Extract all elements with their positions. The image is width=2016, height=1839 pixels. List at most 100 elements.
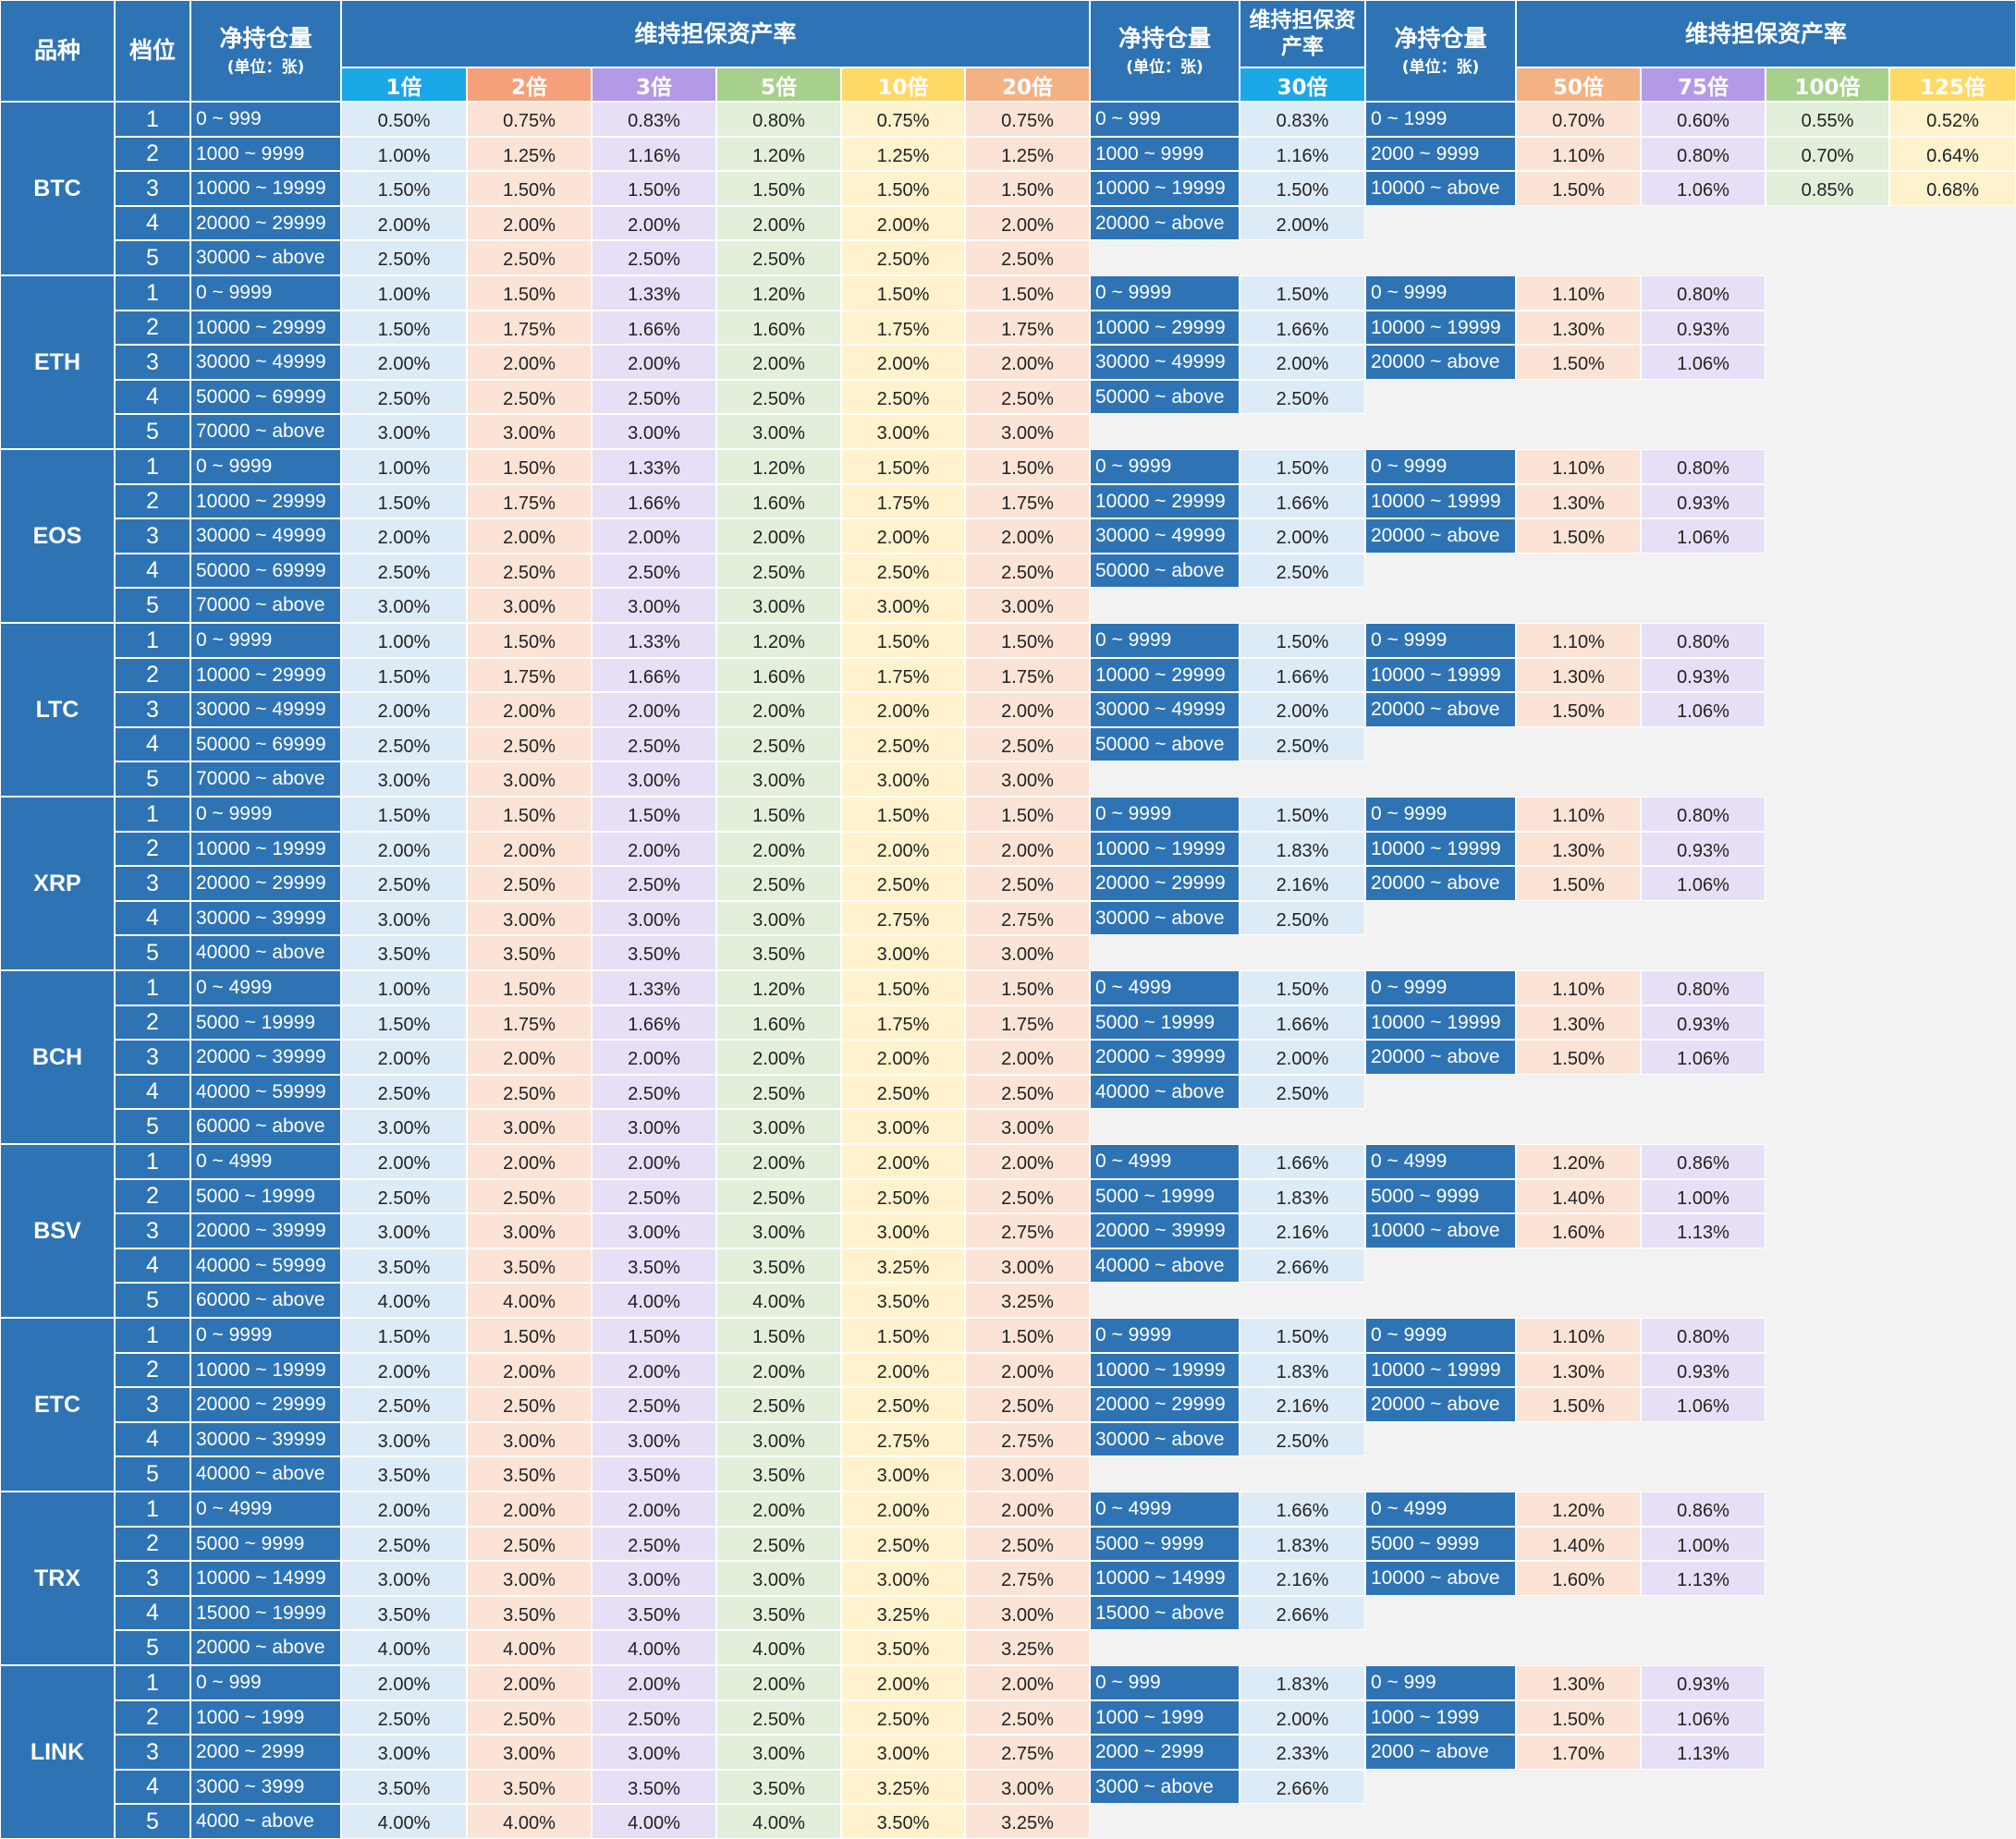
rate-cell-high: 1.06%: [1641, 345, 1766, 380]
rate-cell-30x: 1.50%: [1240, 275, 1365, 311]
position-range-high: 10000 ~ 19999: [1365, 484, 1516, 518]
rate-cell: 0.50%: [341, 102, 467, 137]
rate-cell: 1.60%: [716, 484, 841, 518]
rate-cell: 2.00%: [592, 1492, 716, 1527]
rate-cell: 4.00%: [592, 1804, 716, 1839]
rate-cell: 2.50%: [467, 1387, 592, 1422]
header-net-position: 净持仓量 (单位：张): [190, 0, 341, 102]
rate-cell: 3.00%: [965, 761, 1090, 797]
multiplier-header: 2倍: [467, 67, 592, 102]
rate-cell-30x: 2.33%: [1240, 1735, 1365, 1770]
rate-cell-high: 0.80%: [1641, 970, 1766, 1005]
rate-cell: 2.00%: [592, 1353, 716, 1387]
rate-cell: 3.50%: [841, 1283, 965, 1318]
rate-cell: 2.00%: [467, 1353, 592, 1387]
rate-cell-high: 1.30%: [1516, 1005, 1641, 1040]
rate-cell: 2.00%: [965, 1353, 1090, 1387]
rate-cell: 2.50%: [592, 1179, 716, 1213]
rate-cell: 1.50%: [341, 311, 467, 345]
rate-cell: 1.75%: [965, 484, 1090, 518]
rate-cell-30x: 1.83%: [1240, 1353, 1365, 1387]
position-range: 60000 ~ above: [190, 1283, 341, 1318]
tier-number: 3: [115, 866, 190, 901]
rate-cell: 3.00%: [716, 1735, 841, 1770]
rate-cell-30x: 1.50%: [1240, 449, 1365, 484]
rate-cell: 2.00%: [841, 518, 965, 554]
rate-cell: 1.00%: [341, 137, 467, 171]
rate-cell-30x: 2.66%: [1240, 1596, 1365, 1630]
rate-cell: 1.50%: [341, 1005, 467, 1040]
rate-cell-high: 0.70%: [1516, 102, 1641, 137]
tier-number: 2: [115, 1700, 190, 1735]
header-net-position-high-label: 净持仓量: [1394, 24, 1486, 53]
rate-cell: 2.50%: [592, 380, 716, 414]
position-range: 0 ~ 4999: [190, 1144, 341, 1179]
rate-cell: 3.00%: [467, 1735, 592, 1770]
position-range-30x: 40000 ~ above: [1090, 1248, 1240, 1283]
position-range-high: 0 ~ 1999: [1365, 102, 1516, 137]
tier-number: 3: [115, 692, 190, 727]
rate-cell-high: 0.93%: [1641, 311, 1766, 345]
rate-cell: 2.50%: [965, 1179, 1090, 1213]
rate-cell: 1.50%: [965, 1318, 1090, 1353]
rate-cell: 1.16%: [592, 137, 716, 171]
position-range-30x: 5000 ~ 9999: [1090, 1527, 1240, 1561]
position-range-high: 5000 ~ 9999: [1365, 1527, 1516, 1561]
tier-number: 5: [115, 1283, 190, 1318]
rate-cell: 1.50%: [841, 970, 965, 1005]
rate-cell: 3.50%: [841, 1804, 965, 1839]
rate-cell: 3.00%: [965, 1770, 1090, 1804]
rate-cell: 2.50%: [467, 554, 592, 588]
rate-cell: 3.00%: [341, 1213, 467, 1248]
rate-cell-high: 1.10%: [1516, 623, 1641, 658]
rate-cell: 1.33%: [592, 970, 716, 1005]
rate-cell: 0.75%: [965, 102, 1090, 137]
rate-cell-high: 0.80%: [1641, 1318, 1766, 1353]
rate-cell: 3.00%: [341, 761, 467, 797]
position-range-30x: 5000 ~ 19999: [1090, 1005, 1240, 1040]
tier-number: 4: [115, 554, 190, 588]
rate-cell: 2.50%: [592, 727, 716, 761]
tier-number: 5: [115, 935, 190, 970]
rate-cell: 1.50%: [965, 449, 1090, 484]
rate-cell: 3.00%: [592, 1213, 716, 1248]
rate-cell-high: 0.70%: [1766, 137, 1889, 171]
rate-cell: 2.50%: [841, 1527, 965, 1561]
rate-cell: 2.50%: [965, 866, 1090, 901]
rate-cell: 1.50%: [467, 275, 592, 311]
position-range-high: 0 ~ 9999: [1365, 797, 1516, 832]
rate-cell-high: 1.06%: [1641, 692, 1766, 727]
rate-cell-high: 1.10%: [1516, 137, 1641, 171]
rate-cell: 3.25%: [841, 1770, 965, 1804]
rate-cell: 2.50%: [965, 1700, 1090, 1735]
tier-number: 2: [115, 658, 190, 692]
position-range-30x: 0 ~ 999: [1090, 102, 1240, 137]
rate-cell: 3.00%: [716, 901, 841, 935]
product-symbol: TRX: [0, 1492, 115, 1665]
position-range: 0 ~ 9999: [190, 1318, 341, 1353]
rate-cell: 3.00%: [716, 588, 841, 623]
rate-cell: 4.00%: [467, 1283, 592, 1318]
position-range-high: 0 ~ 4999: [1365, 1144, 1516, 1179]
rate-cell: 4.00%: [467, 1630, 592, 1665]
position-range-30x: 1000 ~ 9999: [1090, 137, 1240, 171]
rate-cell: 2.50%: [467, 1527, 592, 1561]
rate-cell: 3.00%: [467, 1109, 592, 1144]
header-net-position-unit: (单位：张): [227, 58, 305, 78]
rate-cell: 2.00%: [716, 832, 841, 866]
rate-cell: 2.75%: [965, 1735, 1090, 1770]
rate-cell-high: 0.86%: [1641, 1144, 1766, 1179]
tier-number: 4: [115, 1248, 190, 1283]
rate-cell-30x: 1.66%: [1240, 311, 1365, 345]
rate-cell: 3.00%: [467, 414, 592, 449]
rate-cell-30x: 1.50%: [1240, 970, 1365, 1005]
rate-cell: 0.75%: [841, 102, 965, 137]
rate-cell: 1.50%: [592, 797, 716, 832]
position-range-30x: 30000 ~ 49999: [1090, 692, 1240, 727]
header-net-position-30x: 净持仓量 (单位：张): [1090, 0, 1240, 102]
rate-cell-30x: 2.16%: [1240, 1213, 1365, 1248]
position-range-30x: 40000 ~ above: [1090, 1075, 1240, 1109]
position-range-30x: 10000 ~ 14999: [1090, 1561, 1240, 1596]
tier-number: 3: [115, 1735, 190, 1770]
rate-cell-high: 0.80%: [1641, 137, 1766, 171]
